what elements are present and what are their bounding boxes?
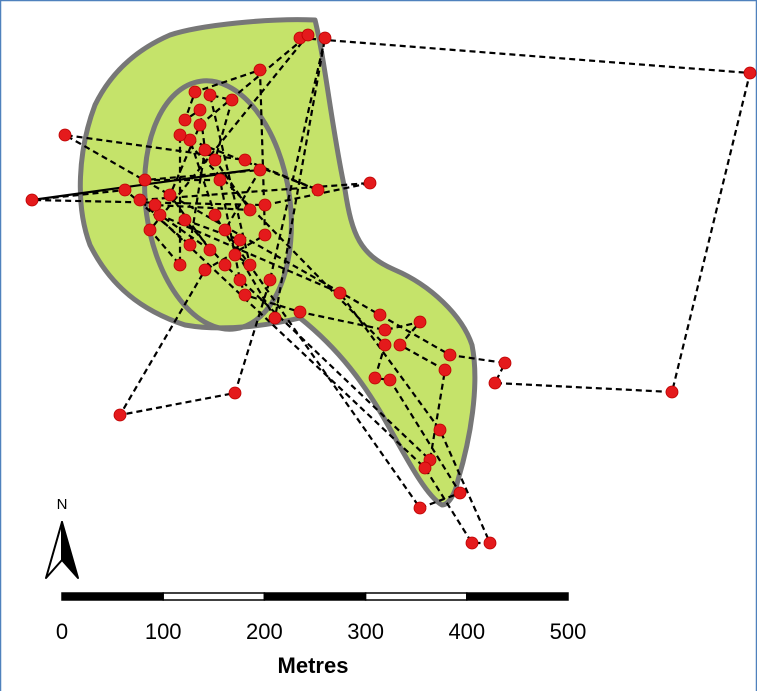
scale-segment bbox=[162, 592, 266, 601]
location-point bbox=[413, 501, 427, 515]
location-point bbox=[263, 273, 277, 287]
location-point bbox=[163, 188, 177, 202]
location-point bbox=[253, 163, 267, 177]
location-point bbox=[253, 63, 267, 77]
scale-label: 100 bbox=[145, 619, 182, 644]
location-point bbox=[238, 288, 252, 302]
location-point bbox=[243, 258, 257, 272]
location-point bbox=[193, 118, 207, 132]
location-point bbox=[233, 273, 247, 287]
scale-segment bbox=[466, 592, 569, 601]
location-point bbox=[58, 128, 72, 142]
north-arrow bbox=[45, 521, 79, 579]
location-point bbox=[173, 258, 187, 272]
location-point bbox=[143, 223, 157, 237]
location-point bbox=[393, 338, 407, 352]
location-point bbox=[258, 198, 272, 212]
location-point bbox=[228, 248, 242, 262]
location-point bbox=[178, 113, 192, 127]
location-point bbox=[193, 103, 207, 117]
locations bbox=[25, 28, 757, 550]
scale-label: 400 bbox=[448, 619, 485, 644]
location-point bbox=[665, 385, 679, 399]
location-point bbox=[368, 371, 382, 385]
location-point bbox=[318, 31, 332, 45]
location-point bbox=[378, 338, 392, 352]
location-point bbox=[118, 183, 132, 197]
location-point bbox=[443, 348, 457, 362]
location-point bbox=[293, 305, 307, 319]
movement-track bbox=[31, 168, 251, 202]
location-point bbox=[233, 233, 247, 247]
location-point bbox=[743, 66, 757, 80]
scale-label: 500 bbox=[550, 619, 587, 644]
location-point bbox=[258, 228, 272, 242]
location-point bbox=[218, 258, 232, 272]
location-point bbox=[363, 176, 377, 190]
location-point bbox=[483, 536, 497, 550]
location-point bbox=[418, 461, 432, 475]
location-point bbox=[198, 143, 212, 157]
location-point bbox=[153, 208, 167, 222]
location-point bbox=[113, 408, 127, 422]
location-point bbox=[173, 128, 187, 142]
location-point bbox=[488, 376, 502, 390]
scale-label: 0 bbox=[56, 619, 68, 644]
location-point bbox=[301, 28, 315, 42]
location-point bbox=[138, 173, 152, 187]
location-point bbox=[183, 238, 197, 252]
location-point bbox=[378, 323, 392, 337]
location-point bbox=[218, 223, 232, 237]
location-point bbox=[178, 213, 192, 227]
location-point bbox=[208, 208, 222, 222]
scale-segment bbox=[364, 592, 468, 601]
location-point bbox=[183, 133, 197, 147]
location-point bbox=[25, 193, 39, 207]
location-point bbox=[188, 85, 202, 99]
location-point bbox=[238, 153, 252, 167]
location-point bbox=[383, 373, 397, 387]
location-point bbox=[333, 286, 347, 300]
location-point bbox=[498, 356, 512, 370]
location-point bbox=[373, 308, 387, 322]
scale-segment bbox=[263, 592, 367, 601]
location-point bbox=[148, 198, 162, 212]
location-point bbox=[453, 486, 467, 500]
location-point bbox=[228, 386, 242, 400]
location-point bbox=[268, 311, 282, 325]
location-point bbox=[465, 536, 479, 550]
scale-bar: 0 100 200 300 400 500 bbox=[56, 592, 587, 644]
location-point bbox=[311, 183, 325, 197]
location-point bbox=[203, 243, 217, 257]
location-point bbox=[198, 263, 212, 277]
location-point bbox=[213, 173, 227, 187]
location-point bbox=[133, 193, 147, 207]
scale-segment bbox=[61, 592, 164, 601]
scale-label: 200 bbox=[246, 619, 283, 644]
scale-unit: Metres bbox=[278, 653, 349, 678]
north-label: N bbox=[57, 496, 68, 513]
location-point bbox=[438, 363, 452, 377]
location-point bbox=[413, 315, 427, 329]
scale-label: 300 bbox=[347, 619, 384, 644]
location-point bbox=[225, 93, 239, 107]
location-point bbox=[433, 423, 447, 437]
location-point bbox=[243, 203, 257, 217]
location-point bbox=[203, 88, 217, 102]
location-point bbox=[208, 153, 222, 167]
